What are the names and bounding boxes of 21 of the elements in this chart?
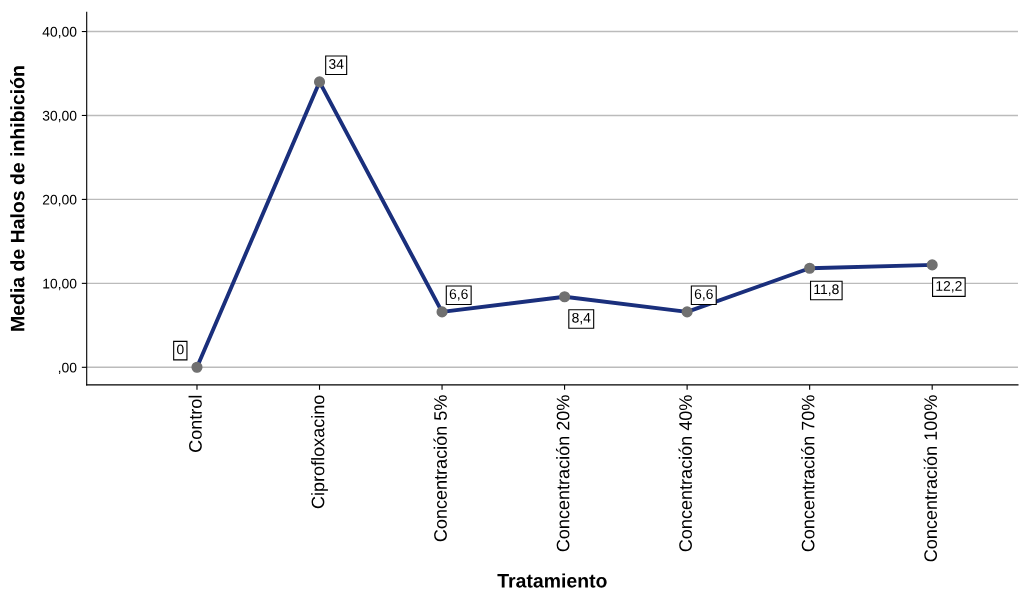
data-label: 12,2: [936, 281, 962, 293]
x-tick-label: Concentración 20%: [555, 395, 570, 552]
x-tick-label: Concentración 5%: [433, 395, 447, 542]
data-label: 6,6: [694, 289, 713, 301]
y-tick-label: 10,00: [43, 278, 77, 291]
data-label: 8,4: [572, 312, 591, 325]
y-tick-label: ,00: [58, 362, 77, 375]
y-tick-label: 20,00: [42, 194, 77, 207]
data-label: 11,8: [814, 284, 839, 296]
x-tick-label: Concentración 70%: [801, 395, 815, 552]
x-tick-label: Control: [188, 395, 202, 452]
x-axis-title: Tratamiento: [497, 573, 607, 588]
data-label: 6,6: [449, 289, 468, 301]
x-tick-label: Concentración 40%: [678, 395, 692, 552]
y-axis-title: Media de Halos de inhibición: [10, 66, 25, 331]
data-label: 34: [328, 59, 344, 69]
data-label: 0: [176, 344, 184, 355]
x-tick-label: Concentración 100%: [923, 395, 938, 562]
y-tick-label: 40,00: [42, 26, 77, 39]
x-tick-label: Ciprofloxacino: [311, 395, 328, 509]
y-tick-label: 30,00: [42, 110, 77, 123]
